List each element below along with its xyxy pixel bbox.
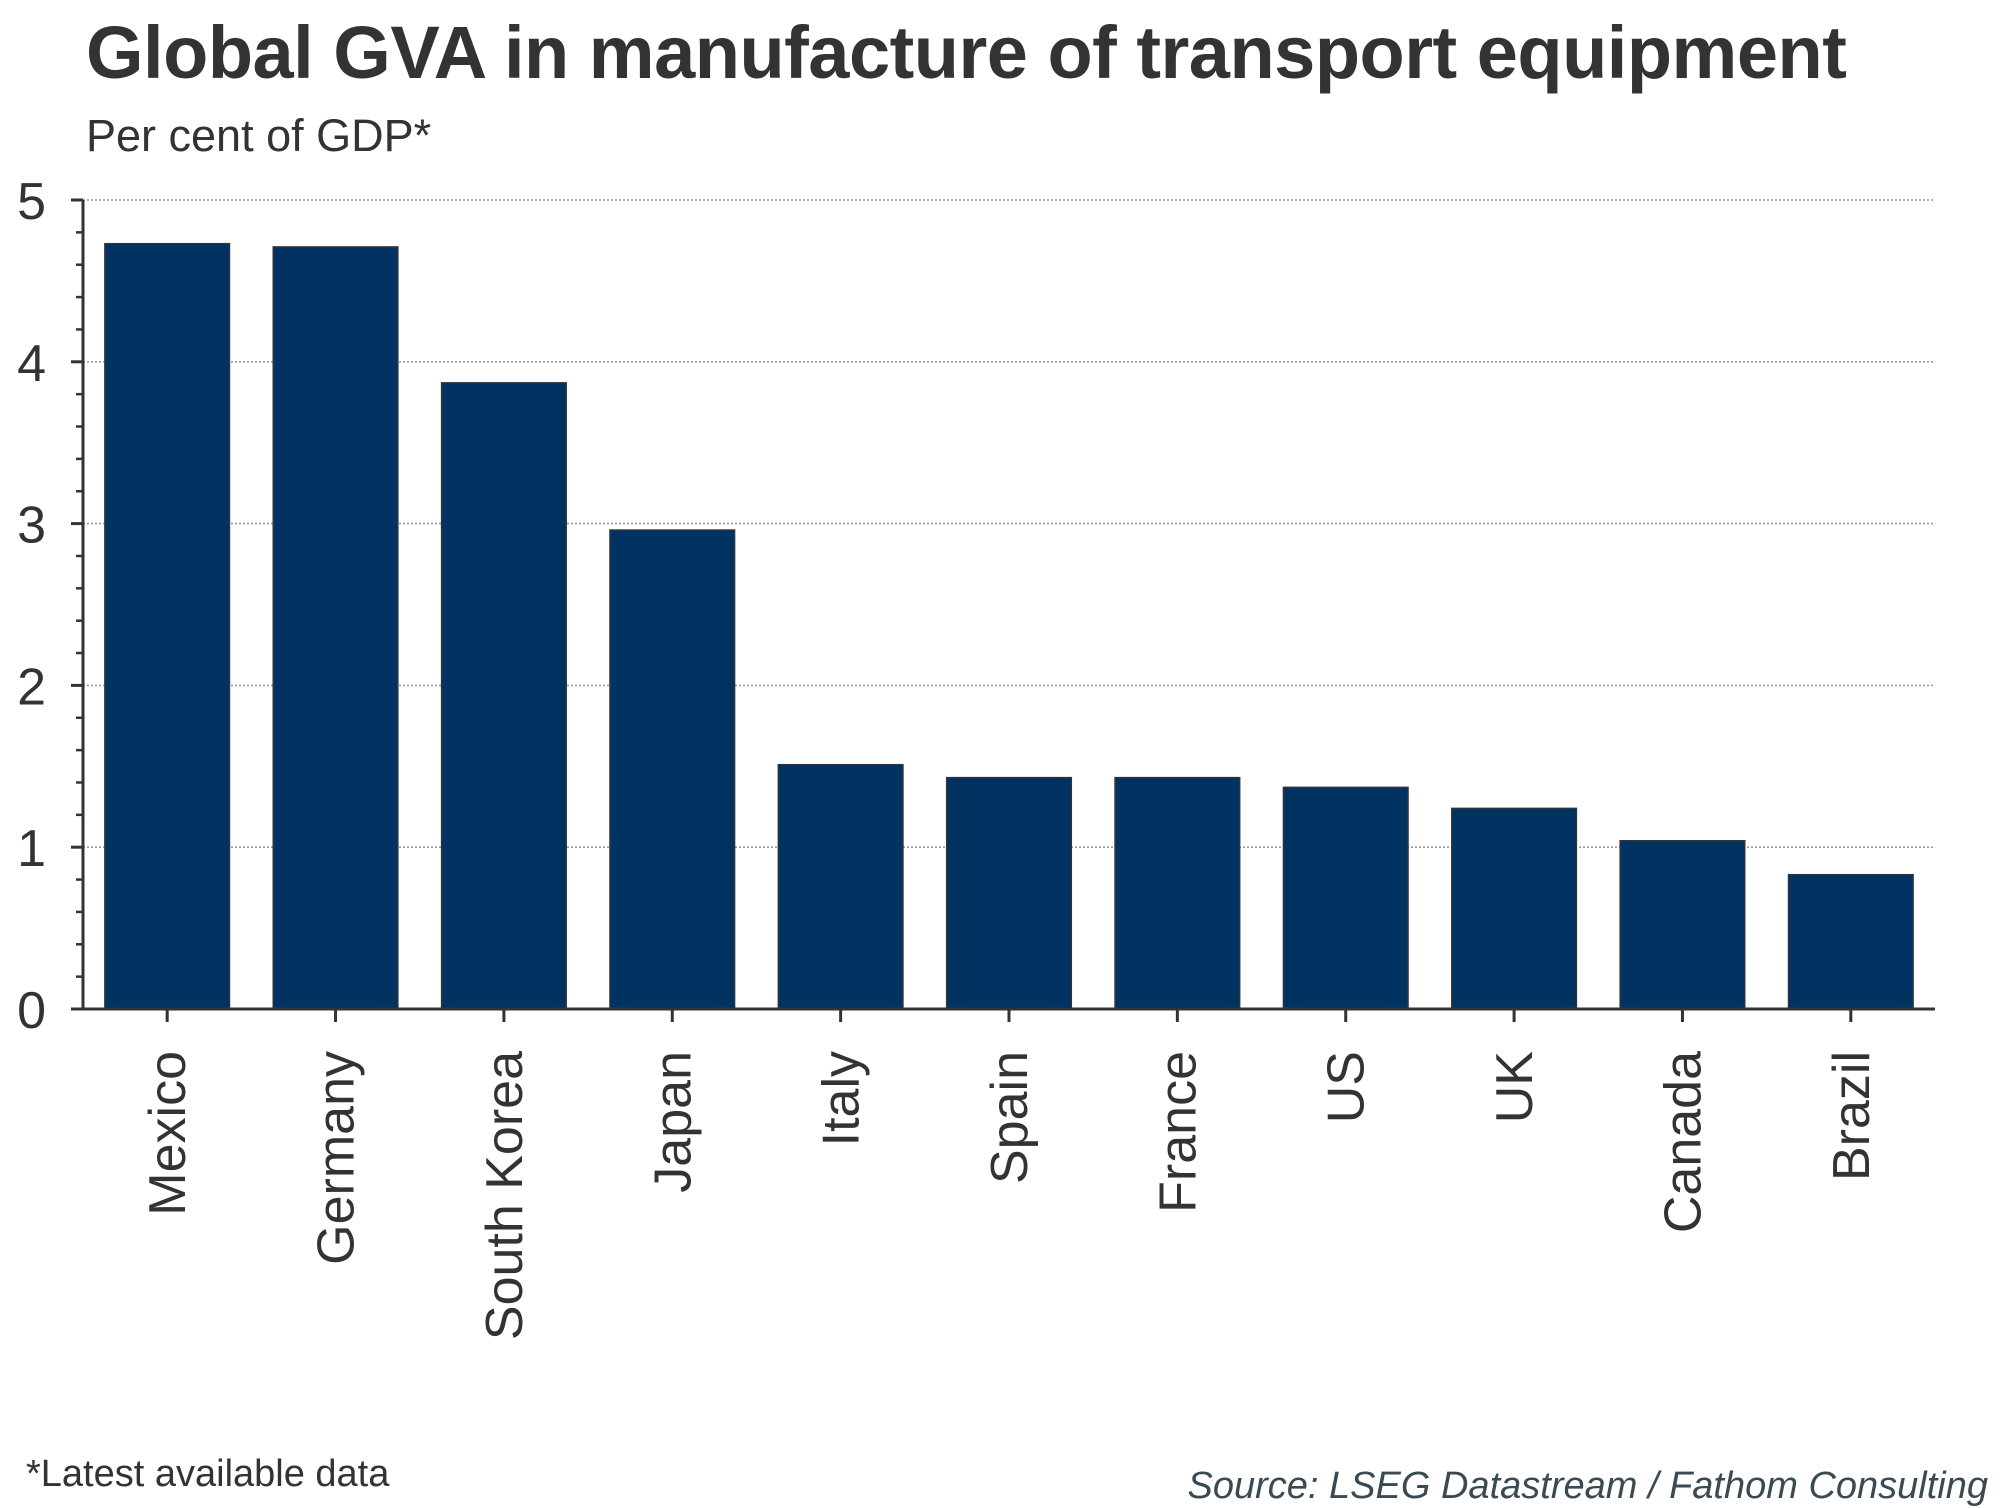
bar-france [1114,776,1241,1010]
x-tick-label: Japan [644,1051,702,1193]
bars [104,242,1914,1010]
x-tick-label: Germany [308,1051,366,1265]
y-tick-label: 0 [17,982,46,1040]
chart-title: Global GVA in manufacture of transport e… [86,11,1847,94]
x-axis: Mexico Germany South Korea Japan Italy Spain F… [71,1007,1935,1340]
x-tick-label: Italy [813,1051,871,1146]
y-tick-label: 2 [17,658,46,716]
bar-us [1282,786,1409,1010]
x-tick-label: US [1318,1051,1376,1123]
x-tick-label: France [1149,1051,1207,1213]
bar-japan [609,529,736,1010]
x-tick-label: Mexico [139,1051,197,1216]
bar-spain [945,776,1073,1010]
bar-south-korea [440,382,567,1010]
source-note: Source: LSEG Datastream / Fathom Consult… [1187,1465,1988,1507]
bar-italy [777,763,904,1010]
bar-canada [1619,839,1746,1010]
bar-uk [1451,807,1578,1010]
y-tick-label: 1 [17,820,46,878]
bar-mexico [104,242,231,1010]
y-axis: 0 1 2 3 4 5 [17,173,85,1040]
x-tick-label: South Korea [476,1051,534,1340]
x-tick-label: UK [1486,1051,1544,1124]
x-tick-label: Canada [1654,1051,1712,1233]
y-tick-label: 4 [17,335,46,393]
bar-germany [272,246,399,1010]
bar-brazil [1787,873,1914,1010]
y-tick-label: 5 [17,173,46,231]
x-tick-label: Brazil [1823,1051,1881,1181]
chart-subtitle: Per cent of GDP* [86,110,432,161]
footnote: *Latest available data [26,1453,390,1495]
x-tick-label: Spain [981,1051,1039,1184]
y-tick-label: 3 [17,497,46,555]
